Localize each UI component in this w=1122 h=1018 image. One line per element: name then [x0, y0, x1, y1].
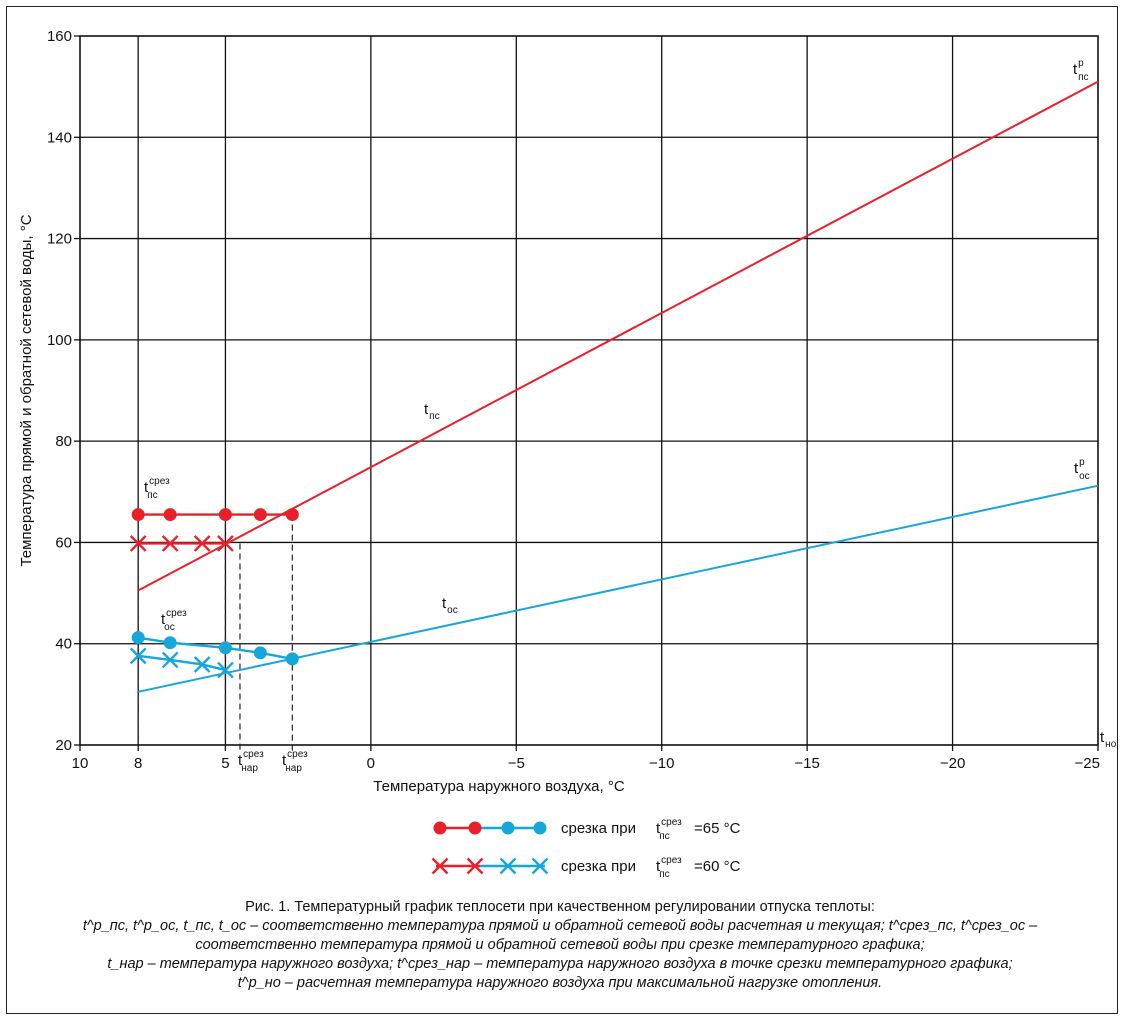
- label-t-ps-p: tр пс: [1073, 58, 1089, 83]
- figure-frame: [6, 6, 1118, 1014]
- legend: срезка при =65 °С срезка при =60 °С: [431, 820, 741, 875]
- series-line: [137, 484, 1099, 693]
- circle-marker: [131, 508, 145, 522]
- legend-value: =65 °С: [694, 820, 741, 837]
- x-marker: [531, 857, 549, 875]
- legend-t-ps-srez: tсрез пс: [656, 855, 682, 880]
- legend-t-ps-srez: tсрез пс: [656, 817, 682, 842]
- x-marker: [466, 857, 484, 875]
- x-axis-title: Температура наружного воздуха, °С: [373, 778, 625, 795]
- x-tick-label: −10: [649, 755, 674, 772]
- x-marker: [161, 651, 179, 669]
- circle-marker: [501, 821, 515, 835]
- label-t-os-p: tр ос: [1074, 457, 1090, 482]
- series-4: [129, 535, 234, 552]
- label-t-ps-srez: tсрез пс: [144, 476, 170, 501]
- circle-marker: [218, 641, 232, 655]
- circle-marker: [253, 508, 267, 522]
- legend-text: срезка при: [561, 858, 636, 875]
- caption-line-5: t^p_но – расчетная температура наружного…: [237, 975, 883, 991]
- x-marker: [161, 535, 179, 552]
- y-tick-label: 100: [47, 332, 72, 349]
- circle-marker: [285, 652, 299, 666]
- series-0: [137, 80, 1099, 592]
- label-t-os: tос: [442, 595, 458, 616]
- x-marker: [217, 535, 234, 552]
- label-t-ps: tпс: [424, 401, 440, 422]
- x-tick-label: 5: [221, 755, 229, 772]
- label-t-os-srez: tсрез ос: [161, 608, 187, 633]
- circle-marker: [253, 646, 267, 660]
- circle-marker: [468, 821, 482, 835]
- chart-series: [129, 80, 1099, 753]
- grid: 20 40 60 80 100 120 140 160 10 8 5 0 −5 −10 −15 −20 −25: [47, 28, 1100, 772]
- figure-caption: Рис. 1. Температурный график теплосети п…: [10, 898, 1110, 993]
- label-t-nar-srez-2: tсрез нар: [282, 749, 308, 774]
- label-t-nar-srez-1: tсрез нар: [238, 749, 264, 774]
- circle-marker: [131, 631, 145, 645]
- circle-marker: [533, 821, 547, 835]
- x-marker: [129, 535, 147, 552]
- y-tick-label: 20: [55, 737, 72, 754]
- x-marker: [499, 857, 517, 875]
- series-1: [137, 484, 1099, 693]
- y-tick-label: 120: [47, 231, 72, 248]
- series-line: [137, 636, 293, 661]
- y-tick-label: 60: [55, 534, 72, 551]
- x-tick-label: −15: [794, 755, 819, 772]
- x-tick-label: −5: [508, 755, 525, 772]
- circle-marker: [163, 636, 177, 650]
- legend-item-1: срезка при =60 °С: [431, 857, 741, 875]
- y-tick-label: 140: [47, 129, 72, 146]
- x-tick-label: 8: [134, 755, 142, 772]
- series-line: [138, 654, 226, 672]
- caption-line-1: Рис. 1. Температурный график теплосети п…: [245, 899, 875, 915]
- y-tick-label: 80: [55, 433, 72, 450]
- legend-text: срезка при: [561, 820, 636, 837]
- caption-line-4: t_нар – температура наружного воздуха; t…: [107, 956, 1013, 972]
- legend-value: =60 °С: [694, 858, 741, 875]
- x-tick-label: 10: [72, 755, 89, 772]
- circle-marker: [218, 508, 232, 522]
- series-5: [129, 647, 234, 679]
- x-marker: [129, 647, 147, 665]
- label-t-no: tно: [1100, 729, 1117, 750]
- chart-labels: Температура наружного воздуха, °С Темпера…: [18, 58, 1117, 880]
- x-marker: [217, 661, 234, 679]
- y-tick-label: 40: [55, 636, 72, 653]
- x-tick-label: −25: [1075, 755, 1100, 772]
- x-tick-label: −20: [940, 755, 965, 772]
- y-axis-title: Температура прямой и обратной сетевой во…: [18, 214, 35, 566]
- legend-item-0: срезка при =65 °С: [433, 820, 741, 837]
- series-2: [131, 508, 299, 522]
- circle-marker: [163, 508, 177, 522]
- y-tick-label: 160: [47, 28, 72, 45]
- circle-marker: [433, 821, 447, 835]
- series-line: [137, 80, 1099, 592]
- x-tick-label: 0: [367, 755, 375, 772]
- x-marker: [193, 656, 211, 673]
- plot-border: [79, 35, 1099, 746]
- x-marker: [431, 857, 449, 875]
- x-marker: [193, 535, 211, 552]
- caption-line-2: t^p_пс, t^p_ос, t_пс, t_ос – соответстве…: [82, 918, 1038, 934]
- caption-line-3: соответственно температура прямой и обра…: [195, 937, 925, 953]
- circle-marker: [285, 508, 299, 522]
- series-3: [131, 631, 299, 666]
